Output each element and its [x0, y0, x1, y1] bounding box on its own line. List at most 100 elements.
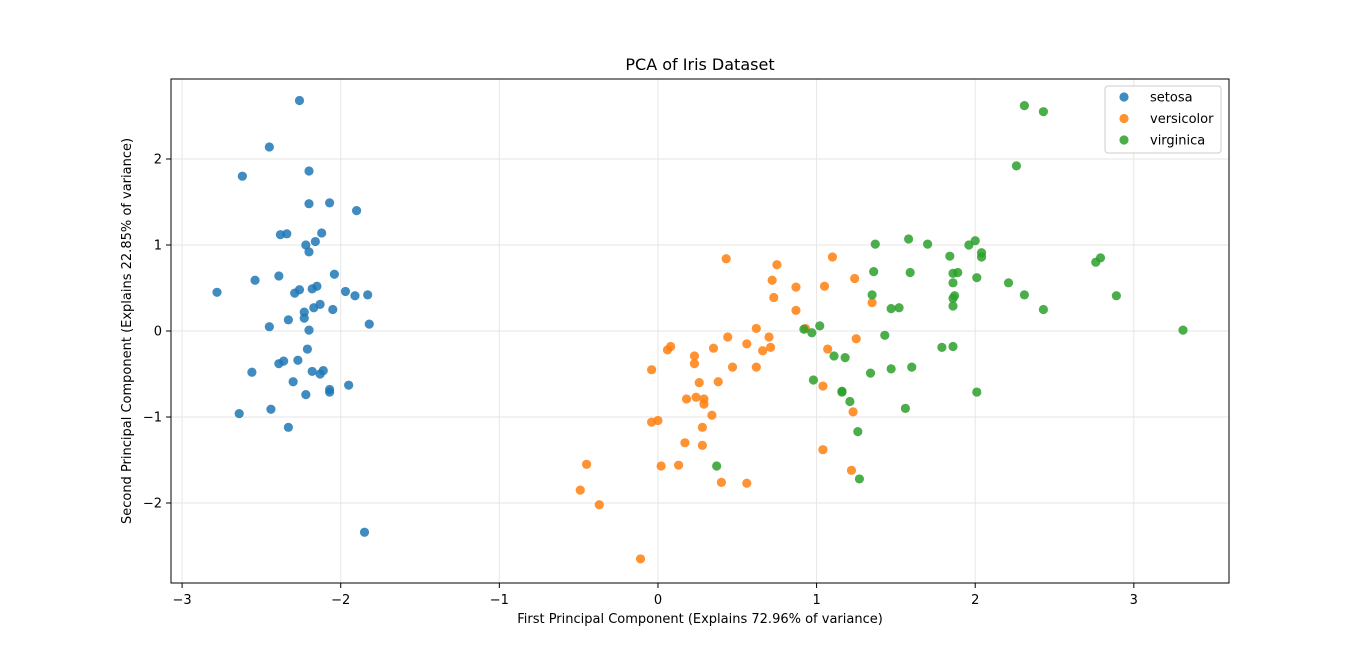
setosa-point [304, 325, 314, 335]
setosa-point [317, 228, 327, 238]
setosa-point [344, 380, 354, 390]
versicolor-point [713, 377, 723, 387]
setosa-point [325, 387, 335, 397]
chart-title: PCA of Iris Dataset [625, 55, 774, 74]
setosa-point [301, 390, 311, 400]
grid-lines [171, 79, 1229, 583]
virginica-point [840, 353, 850, 363]
setosa-point [293, 355, 303, 365]
legend-label-virginica: virginica [1150, 134, 1205, 149]
x-tick-label: 3 [1130, 593, 1138, 608]
legend-box [1104, 85, 1222, 154]
virginica-point [880, 330, 890, 340]
versicolor-point [751, 323, 761, 334]
versicolor-point [867, 298, 877, 308]
virginica-point [865, 368, 876, 378]
versicolor-point [851, 334, 861, 344]
virginica-point [945, 251, 955, 261]
virginica-point [964, 240, 974, 250]
versicolor-point [827, 252, 838, 262]
setosa-point [329, 269, 339, 279]
virginica-point [976, 252, 987, 262]
virginica-point [903, 234, 914, 244]
virginica-point [845, 396, 855, 407]
virginica-point [815, 321, 825, 331]
y-tick-label: −1 [143, 411, 162, 426]
versicolor-point [848, 407, 858, 417]
versicolor-point [707, 410, 717, 420]
virginica-point [1091, 257, 1101, 267]
virginica-point [1038, 107, 1049, 117]
setosa-point [307, 284, 317, 294]
virginica-point [948, 293, 958, 303]
setosa-point [264, 142, 274, 152]
versicolor-point [662, 345, 673, 355]
setosa-point [302, 344, 313, 354]
setosa-point [212, 287, 222, 297]
virginica-point [886, 304, 896, 314]
versicolor-point [680, 438, 690, 448]
versicolor-point [699, 399, 709, 409]
setosa-point [237, 171, 247, 181]
virginica-point [854, 474, 865, 484]
setosa-point [315, 369, 325, 379]
setosa-point [363, 290, 373, 300]
versicolor-point [594, 500, 604, 510]
versicolor-point [723, 332, 733, 342]
virginica-point [808, 375, 819, 385]
versicolor-point [656, 461, 666, 471]
versicolor-point [581, 459, 592, 469]
setosa-point [364, 319, 374, 329]
setosa-point [234, 408, 244, 419]
x-tick-label: −3 [173, 593, 192, 608]
versicolor-point [769, 292, 779, 303]
versicolor-point [689, 351, 700, 361]
setosa-point [325, 198, 335, 208]
setosa-point [274, 359, 284, 369]
setosa-point [351, 205, 362, 216]
versicolor-point [708, 343, 719, 353]
versicolor-point [575, 485, 585, 495]
versicolor-point [850, 273, 860, 284]
y-tick-label: 2 [154, 152, 162, 167]
versicolor-point [791, 282, 801, 292]
virginica-point [1111, 291, 1121, 301]
virginica-point [837, 386, 847, 396]
versicolor-point [647, 365, 657, 375]
setosa-point [310, 236, 320, 247]
scatter-points [212, 95, 1188, 564]
setosa-point [290, 288, 300, 298]
versicolor-point [758, 346, 768, 356]
y-axis-label: Second Principal Component (Explains 22.… [120, 138, 135, 524]
versicolor-point [697, 422, 707, 432]
versicolor-point [635, 554, 646, 564]
legend-marker-virginica [1119, 135, 1129, 145]
y-tick-label: 1 [154, 238, 162, 253]
x-tick-label: 2 [971, 593, 979, 608]
versicolor-point [673, 460, 684, 470]
virginica-point [905, 267, 915, 278]
versicolor-point [697, 440, 707, 450]
virginica-point [948, 341, 958, 352]
legend-marker-setosa [1119, 92, 1129, 102]
x-tick-label: −1 [490, 593, 509, 608]
versicolor-point [767, 275, 777, 285]
versicolor-point [791, 305, 801, 315]
setosa-point [304, 199, 314, 209]
setosa-point [294, 95, 305, 106]
setosa-point [301, 240, 311, 250]
versicolor-point [765, 342, 776, 352]
versicolor-point [846, 465, 857, 475]
setosa-point [350, 291, 360, 301]
setosa-point [359, 527, 370, 537]
versicolor-point [694, 378, 704, 388]
versicolor-point [751, 362, 761, 372]
setosa-point [266, 404, 276, 414]
versicolor-point [742, 478, 752, 488]
setosa-point [283, 422, 293, 432]
virginica-point [1019, 290, 1029, 300]
axis-ticks: −3 −2 −1 0 1 2 3 −2 −1 0 1 2 [143, 152, 1138, 608]
setosa-point [250, 275, 260, 285]
versicolor-point [818, 381, 828, 391]
